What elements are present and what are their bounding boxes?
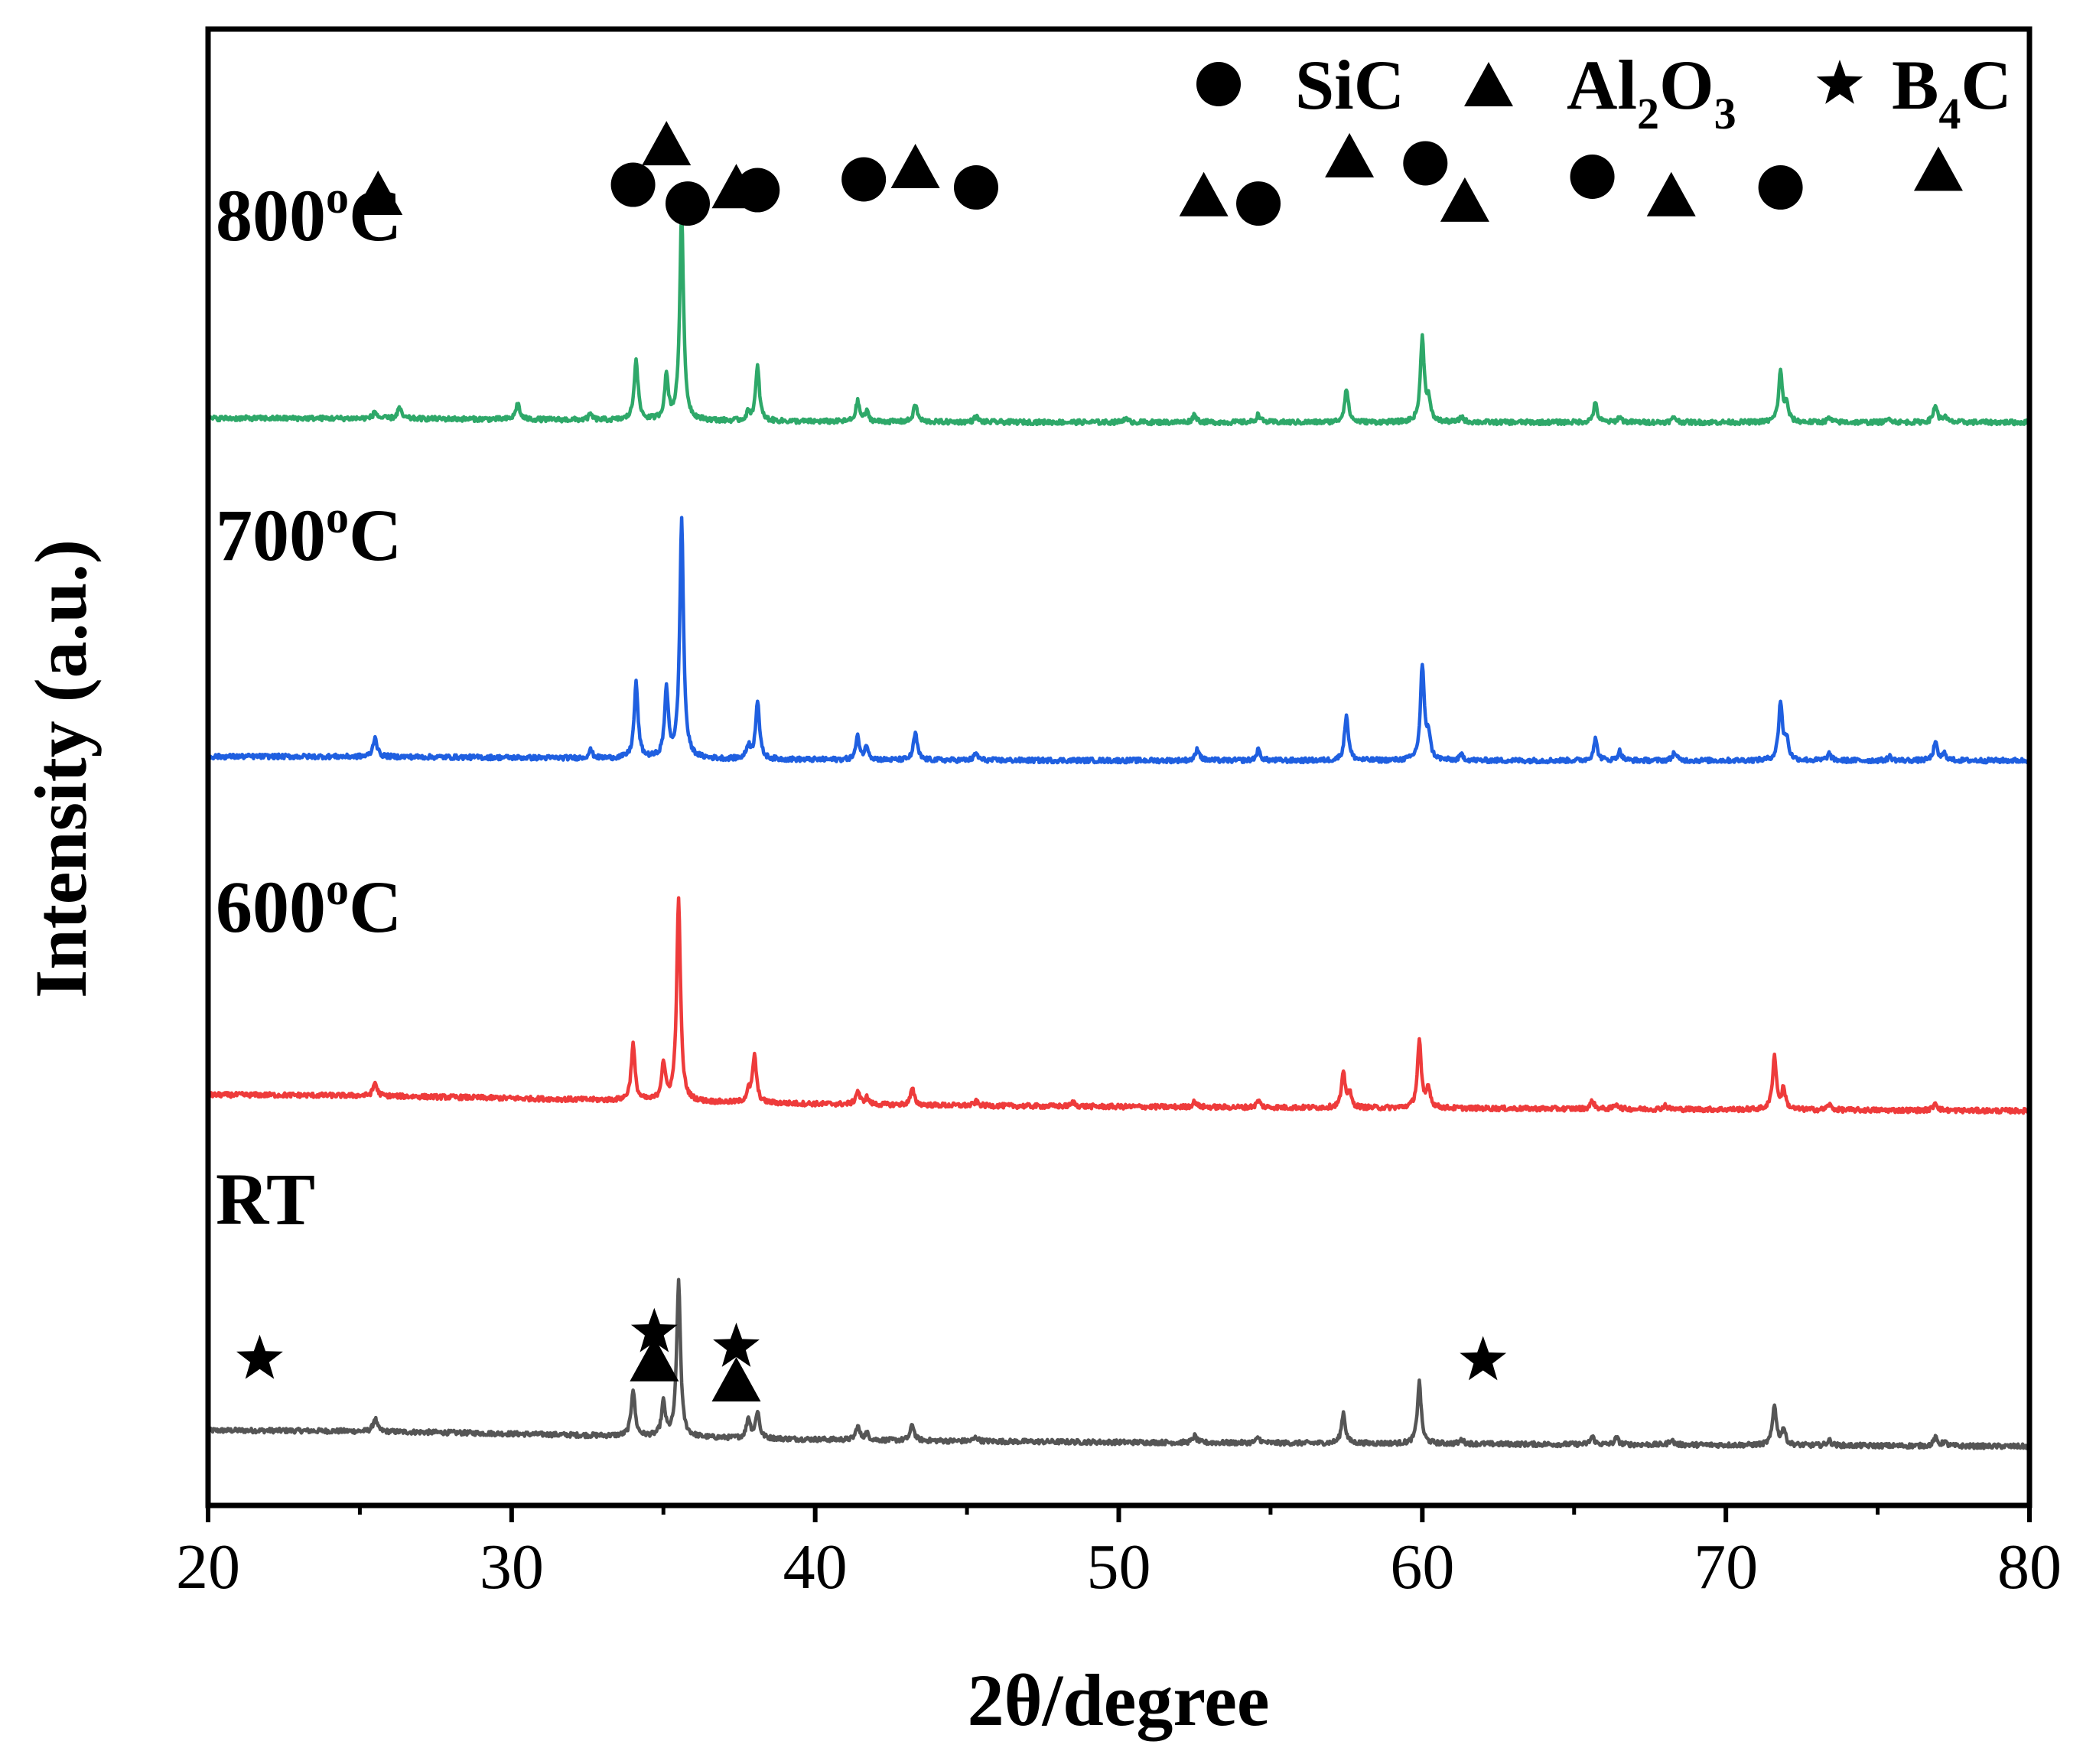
al2o3-triangle-marker [711,1357,761,1402]
x-tick-label: 20 [176,1531,240,1603]
plot-frame [205,26,2033,1509]
x-tick-label: 60 [1390,1531,1454,1603]
b4c-star-marker [713,1323,760,1367]
series-line-2 [207,516,2031,765]
legend-circle-icon [1196,62,1241,106]
al2o3-triangle-marker [1440,177,1489,222]
al2o3-triangle-marker [1179,171,1229,216]
b4c-star-marker [630,1307,678,1352]
legend-label-part: Al [1567,46,1637,124]
legend-triangle-icon [1464,62,1513,106]
legend-label-part: B [1892,46,1938,124]
series-line-3 [206,209,2031,427]
x-axis-label: 2θ/degree [968,1659,1270,1741]
series-label-tail: C [349,866,402,948]
series-label-2: 700oC [216,492,402,576]
al2o3-triangle-marker [1325,132,1375,177]
series-line-0 [206,1277,2031,1450]
legend-label-2: B4C [1892,46,2012,138]
legend: SiC Al2O3 B4C [1196,46,2012,138]
series-label-base: 800 [216,174,326,256]
x-axis-ticks: 20 30 40 50 60 70 80 [176,1505,2062,1603]
sic-circle-marker [1570,155,1615,199]
x-tick-label: 40 [783,1531,848,1603]
series-label-superscript: o [326,492,349,542]
al2o3-triangle-marker [1646,171,1696,216]
x-tick-label: 50 [1087,1531,1151,1603]
sic-circle-marker [841,157,887,202]
legend-label-part: 2 [1637,89,1659,138]
sic-circle-marker [610,162,656,207]
series-line-1 [207,896,2031,1115]
sic-circle-marker [1236,181,1281,226]
al2o3-triangle-marker [890,143,940,188]
x-tick-label: 70 [1694,1531,1758,1603]
series-label-base: 700 [216,494,326,576]
x-tick-label: 30 [480,1531,544,1603]
series-label-base: 600 [216,866,326,948]
series-label-tail: C [349,494,402,576]
sic-circle-marker [735,168,780,213]
x-tick-label: 80 [1997,1531,2062,1603]
y-axis-label: Intensity (a.u.) [20,539,102,998]
series-label-1: 600oC [216,864,402,948]
legend-label-0: SiC [1295,46,1404,124]
series-label-base: RT [216,1158,315,1240]
series-label-superscript: o [326,172,349,223]
legend-label-part: SiC [1295,46,1404,124]
al2o3-triangle-marker [353,171,403,216]
al2o3-triangle-marker [1913,146,1963,191]
legend-label-part: C [1961,46,2011,124]
al2o3-triangle-marker [630,1336,679,1382]
series-layer [206,209,2031,1450]
series-label-0: RT [216,1158,315,1240]
legend-star-icon [1816,60,1863,104]
sic-circle-marker [1403,141,1448,186]
legend-label-part: 3 [1714,89,1736,138]
legend-label-part: O [1659,46,1714,124]
sic-circle-marker [1758,165,1803,210]
legend-label-part: 4 [1938,89,1961,138]
sic-circle-marker [953,165,998,210]
al2o3-triangle-marker [642,121,692,166]
series-label-superscript: o [326,864,349,914]
b4c-star-marker [236,1334,283,1379]
phase-marker-layer [236,121,1963,1402]
series-label-3: 800oC [216,172,402,256]
legend-label-1: Al2O3 [1567,46,1736,138]
b4c-star-marker [1460,1336,1507,1381]
sic-circle-marker [665,181,710,226]
